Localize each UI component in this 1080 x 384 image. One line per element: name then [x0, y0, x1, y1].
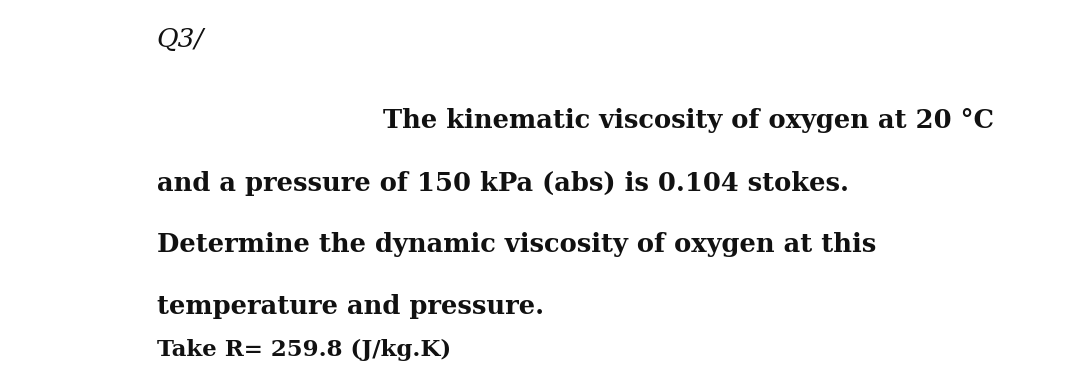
Text: temperature and pressure.: temperature and pressure. — [157, 294, 543, 319]
Text: The kinematic viscosity of oxygen at 20 °C: The kinematic viscosity of oxygen at 20 … — [383, 108, 995, 132]
Text: and a pressure of 150 kPa (abs) is 0.104 stokes.: and a pressure of 150 kPa (abs) is 0.104… — [157, 171, 849, 196]
Text: Take R= 259.8 (J/kg.K): Take R= 259.8 (J/kg.K) — [157, 339, 450, 361]
Text: Q3/: Q3/ — [157, 27, 204, 52]
Text: Determine the dynamic viscosity of oxygen at this: Determine the dynamic viscosity of oxyge… — [157, 232, 876, 257]
